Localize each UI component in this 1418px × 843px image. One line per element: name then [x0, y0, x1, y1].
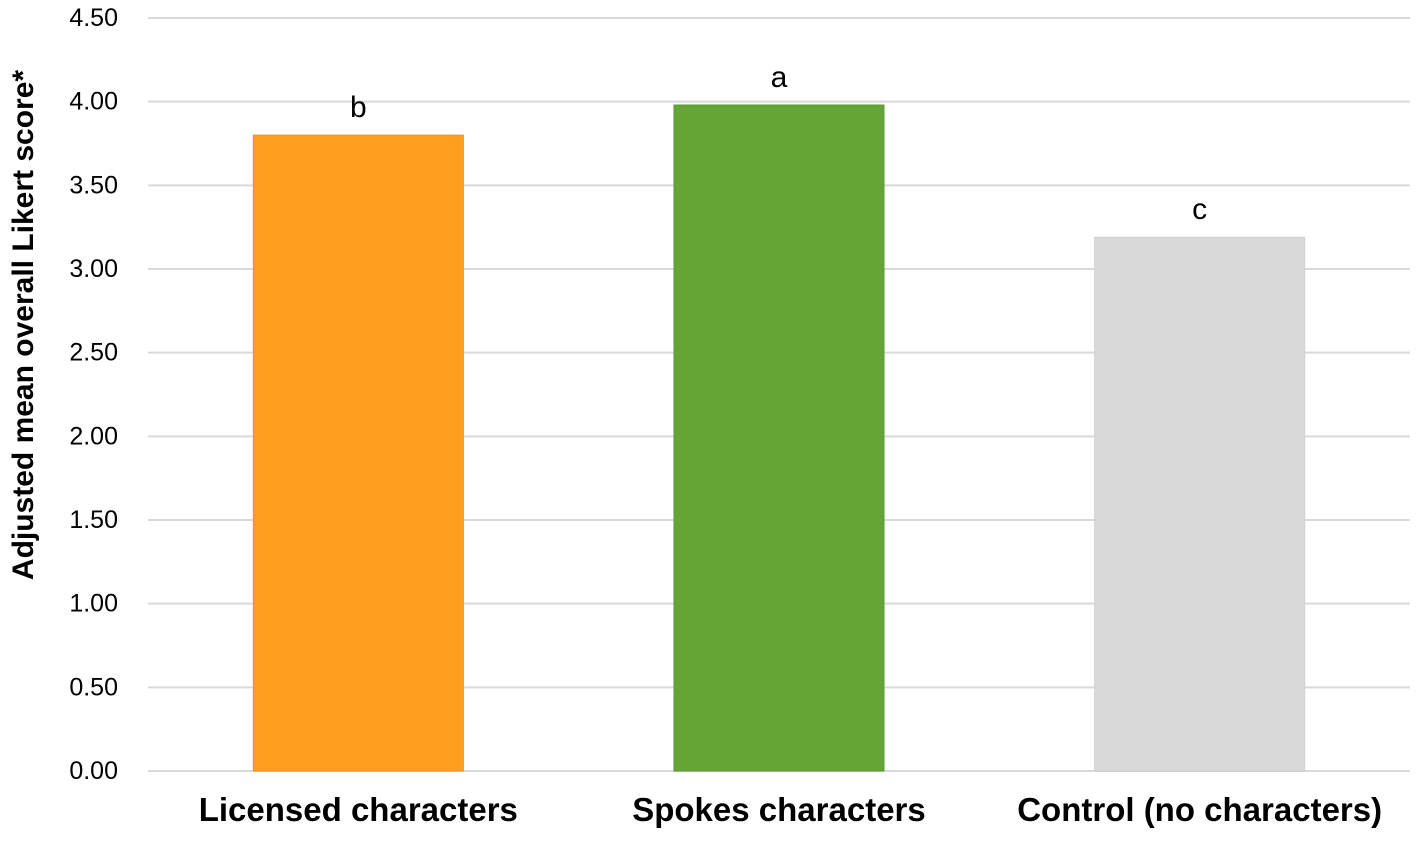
y-tick-label: 2.00 — [69, 422, 118, 450]
bar — [1094, 236, 1306, 772]
bar — [252, 134, 464, 772]
bar — [673, 104, 885, 772]
y-tick-label: 3.00 — [69, 255, 118, 283]
y-tick-label: 2.50 — [69, 339, 118, 367]
significance-label: b — [350, 91, 367, 124]
bars — [252, 104, 1306, 772]
y-tick-label: 3.50 — [69, 171, 118, 199]
y-tick-label: 4.50 — [69, 4, 118, 32]
significance-label: c — [1192, 193, 1207, 226]
x-axis-categories: Licensed characters Spokes characters Cont… — [199, 791, 1382, 828]
x-category-label: Spokes characters — [632, 791, 926, 828]
significance-labels: b a c — [350, 61, 1207, 226]
y-tick-label: 1.00 — [69, 590, 118, 618]
y-tick-label: 4.00 — [69, 88, 118, 116]
x-category-label: Control (no characters) — [1017, 791, 1382, 828]
x-category-label: Licensed characters — [199, 791, 518, 828]
y-tick-label: 0.50 — [69, 673, 118, 701]
y-axis-label: Adjusted mean overall Likert score* — [7, 70, 40, 581]
y-tick-label: 0.00 — [69, 757, 118, 785]
y-axis-ticks: 0.00 0.50 1.00 1.50 2.00 2.50 3.00 3.50 4.00 4.50 — [69, 4, 118, 785]
significance-label: a — [771, 61, 788, 94]
y-tick-label: 1.50 — [69, 506, 118, 534]
